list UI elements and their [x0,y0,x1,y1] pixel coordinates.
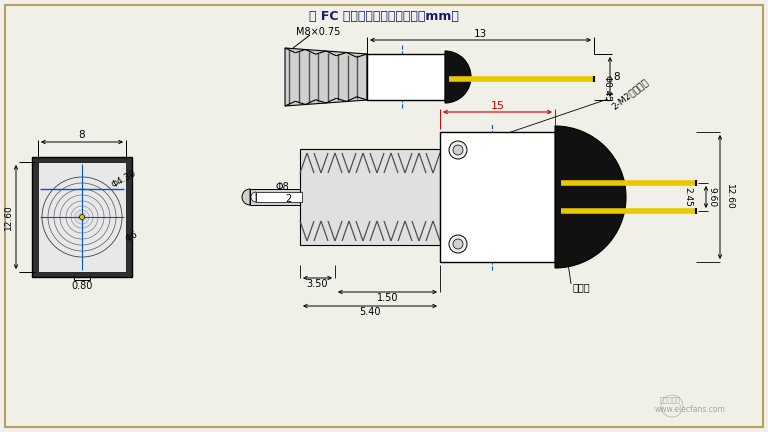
Text: 1.50: 1.50 [377,293,399,303]
Circle shape [80,215,84,219]
Text: M8×0.75: M8×0.75 [296,27,340,37]
Text: 13: 13 [474,29,487,39]
Wedge shape [242,189,250,205]
Text: 3.50: 3.50 [306,279,328,289]
Text: 2: 2 [285,194,291,204]
Circle shape [449,141,467,159]
Text: 2.45: 2.45 [684,187,693,207]
Text: Φ8: Φ8 [275,182,289,192]
Text: Φ6: Φ6 [124,230,140,244]
Bar [256,192,302,202]
Text: 9.60: 9.60 [707,187,717,207]
Text: 15: 15 [491,101,505,111]
Text: 12.60: 12.60 [724,184,733,210]
Text: 0.80: 0.80 [71,281,93,291]
Wedge shape [555,126,626,268]
Text: 12.60: 12.60 [4,204,12,230]
Bar [440,132,555,262]
Text: 2-M2螺纹通孔: 2-M2螺纹通孔 [610,77,650,111]
Wedge shape [445,51,471,103]
Bar [38,162,126,272]
Circle shape [453,145,463,155]
Bar [250,189,300,205]
Circle shape [453,239,463,249]
Text: 带 FC 法兰产品尺寸图（单位：mm）: 带 FC 法兰产品尺寸图（单位：mm） [309,10,459,23]
Text: 8: 8 [78,130,85,140]
Text: Φ0.45: Φ0.45 [603,75,611,102]
Circle shape [449,235,467,253]
Bar [367,54,445,100]
Bar [300,149,440,245]
Wedge shape [251,192,256,202]
Text: Φ4.30: Φ4.30 [110,168,138,190]
Text: 8: 8 [614,72,621,82]
Polygon shape [285,48,367,106]
Text: 电子发烧友: 电子发烧友 [660,397,681,403]
Text: www.elecfans.com: www.elecfans.com [654,406,726,414]
Text: 密封胶: 密封胶 [573,282,591,292]
Bar [32,157,132,277]
Text: 5.40: 5.40 [359,307,381,317]
